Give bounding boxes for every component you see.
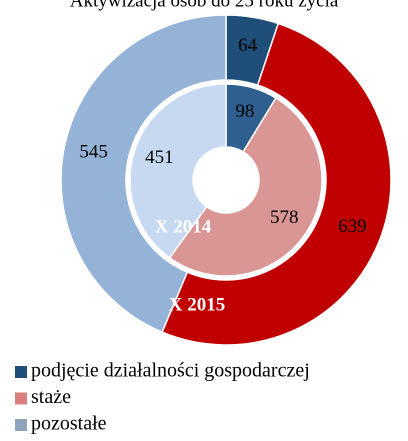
series-label: X 2014 — [155, 216, 212, 237]
donut-slice — [168, 96, 323, 277]
chart-title: Aktywizacja osób do 25 roku życia — [70, 0, 339, 11]
legend-swatch — [15, 366, 27, 378]
legend-label: pozostałe — [31, 413, 107, 435]
legend-label: podjęcie działalności gospodarczej — [31, 360, 310, 382]
data-label: 64 — [238, 35, 258, 56]
series-label: X 2015 — [169, 294, 225, 315]
data-label: 98 — [235, 101, 254, 122]
data-label: 578 — [270, 207, 299, 228]
data-label: 545 — [79, 142, 108, 163]
data-label: 639 — [338, 216, 367, 237]
legend-swatch — [15, 419, 27, 431]
donut-slice — [161, 22, 392, 346]
data-label: 451 — [145, 147, 174, 168]
donut-slice — [129, 83, 227, 259]
legend-label: staże — [31, 386, 71, 408]
legend-swatch — [15, 392, 27, 405]
donut-slice — [60, 14, 227, 334]
